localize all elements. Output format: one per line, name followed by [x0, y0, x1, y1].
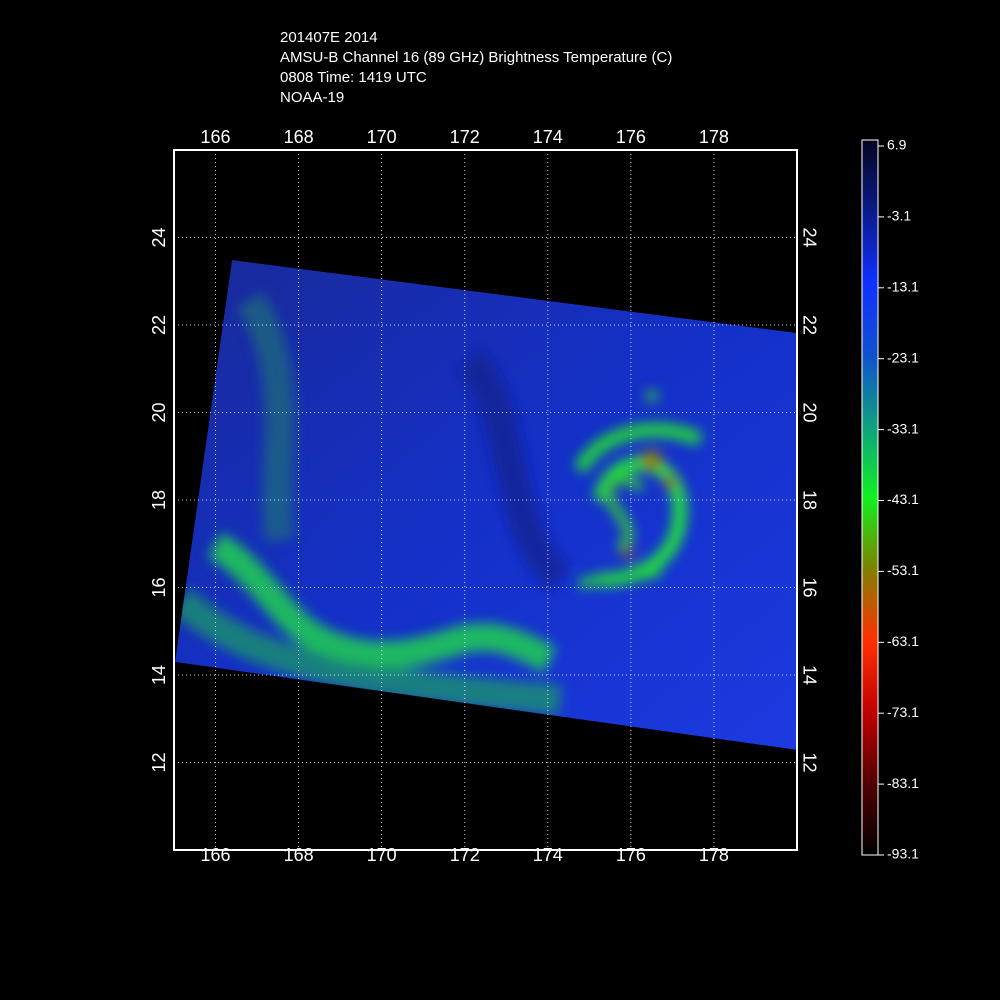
colorbar-label: -43.1	[887, 491, 919, 507]
colorbar-label: -33.1	[887, 420, 919, 436]
y-tick-label: 22	[149, 315, 169, 335]
y-tick-label: 20	[799, 402, 819, 422]
y-tick-label: 16	[149, 577, 169, 597]
swath	[175, 260, 797, 750]
colorbar-label: -23.1	[887, 349, 919, 365]
colorbar-label: -83.1	[887, 775, 919, 791]
y-tick-label: 18	[149, 490, 169, 510]
y-tick-label: 12	[799, 752, 819, 772]
x-tick-label: 168	[284, 845, 314, 865]
header-line: 201407E 2014	[280, 29, 378, 46]
y-tick-label: 20	[149, 402, 169, 422]
colorbar-label: 6.9	[887, 137, 907, 153]
axes: 166 166 168 168 170 170 172 172 174 174 176 176 178 1…	[149, 127, 820, 865]
y-tick-label: 14	[149, 665, 169, 685]
x-tick-label: 176	[616, 845, 646, 865]
colorbar-label: -73.1	[887, 704, 919, 720]
x-tick-label: 176	[616, 127, 646, 147]
swath-bg	[175, 260, 797, 750]
y-tick-label: 24	[799, 227, 819, 247]
colorbar-label: -93.1	[887, 846, 919, 862]
y-tick-label: 14	[799, 665, 819, 685]
header-line: NOAA-19	[280, 89, 344, 106]
header-line: 0808 Time: 1419 UTC	[280, 69, 427, 86]
features	[175, 292, 704, 715]
x-tick-label: 178	[699, 127, 729, 147]
x-tick-label: 170	[367, 845, 397, 865]
y-tick-label: 22	[799, 315, 819, 335]
colorbar	[861, 139, 879, 856]
header: 201407E 2014 AMSU-B Channel 16 (89 GHz) B…	[280, 29, 672, 106]
colorbar-label: -63.1	[887, 633, 919, 649]
colorbar-label: -53.1	[887, 562, 919, 578]
x-tick-label: 170	[367, 127, 397, 147]
y-tick-label: 16	[799, 577, 819, 597]
colorbar-label: -13.1	[887, 279, 919, 295]
y-tick-label: 24	[149, 227, 169, 247]
x-tick-label: 166	[201, 845, 231, 865]
x-tick-label: 174	[533, 127, 563, 147]
x-tick-label: 172	[450, 845, 480, 865]
x-tick-label: 168	[284, 127, 314, 147]
colorbar-label: -3.1	[887, 208, 911, 224]
y-tick-label: 12	[149, 752, 169, 772]
y-tick-label: 18	[799, 490, 819, 510]
header-line: AMSU-B Channel 16 (89 GHz) Brightness Te…	[280, 49, 672, 66]
x-tick-label: 178	[699, 845, 729, 865]
x-tick-label: 172	[450, 127, 480, 147]
x-tick-label: 166	[201, 127, 231, 147]
x-tick-label: 174	[533, 845, 563, 865]
colorbar-ticks: 6.9 -3.1 -13.1 -23.1 -33.1 -43.1 -53.1 -63.1 -73…	[878, 137, 919, 862]
